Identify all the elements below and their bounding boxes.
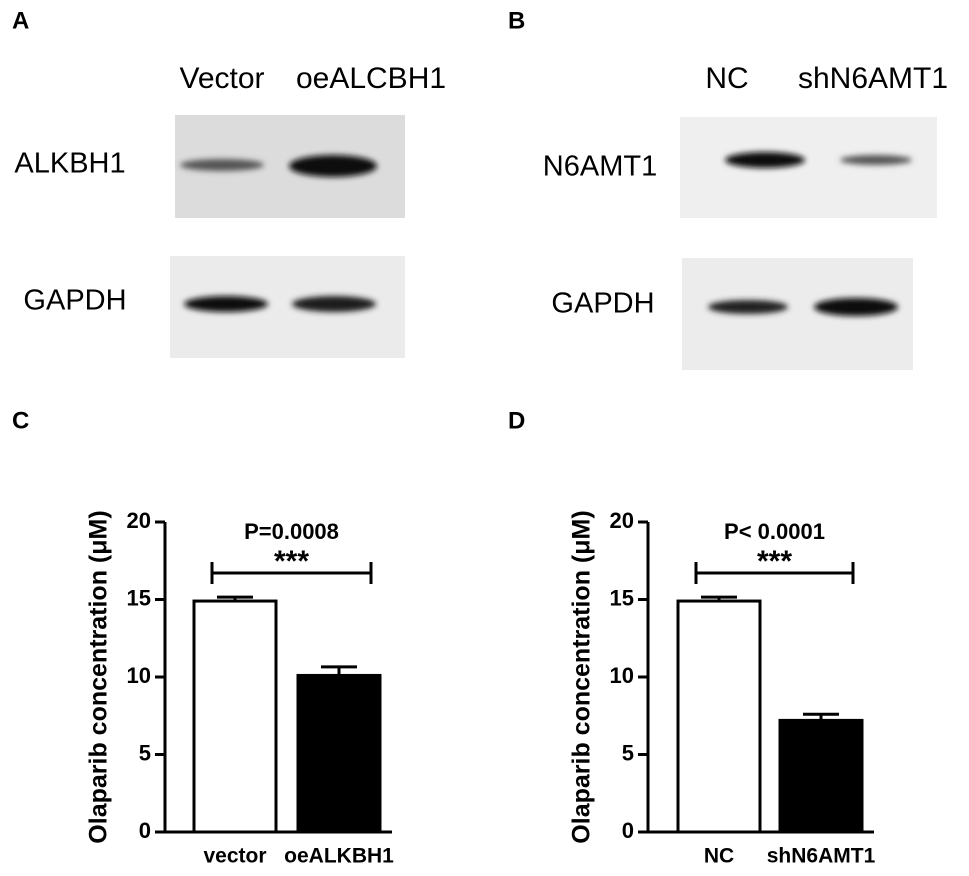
lane-label: shN6AMT1 [798,62,948,95]
y-tick-label: 15 [610,585,634,610]
y-tick-label: 5 [622,740,634,765]
x-tick-label: shN6AMT1 [767,845,876,868]
band [725,152,805,168]
band [814,298,898,316]
panel-letter: D [508,407,525,434]
significance: *** [757,545,792,578]
panel-letter: C [12,407,29,434]
bar [676,599,762,834]
y-tick-label: 0 [139,818,151,843]
bar [296,673,382,834]
bar [778,718,864,834]
row-label: ALKBH1 [14,148,125,180]
p-value: P< 0.0001 [724,519,825,544]
blot [680,117,937,218]
panel-letter: B [508,7,525,34]
y-tick-label: 20 [127,508,151,533]
band [292,296,376,312]
significance: *** [274,545,309,578]
y-tick-label: 10 [127,663,151,688]
lane-label: NC [705,62,748,95]
row-label: N6AMT1 [543,151,657,183]
bar [192,599,278,834]
y-tick-label: 0 [622,818,634,843]
y-tick-label: 5 [139,740,151,765]
y-axis-label: Olaparib concentration (μM) [85,510,113,843]
band [840,155,912,165]
x-tick-label: oeALKBH1 [284,845,394,868]
y-tick-label: 20 [610,508,634,533]
band [180,159,264,171]
x-tick-label: NC [704,845,734,868]
band [708,300,788,314]
lane-label: oeALCBH1 [296,62,446,95]
band [184,296,268,312]
y-tick-label: 15 [127,585,151,610]
row-label: GAPDH [551,288,654,320]
y-axis-label: Olaparib concentration (μM) [568,510,596,843]
row-label: GAPDH [23,285,126,317]
panel-letter: A [12,7,29,34]
lane-label: Vector [179,62,264,95]
y-tick-label: 10 [610,663,634,688]
band [289,155,377,177]
x-tick-label: vector [203,845,266,868]
p-value: P=0.0008 [244,519,339,544]
